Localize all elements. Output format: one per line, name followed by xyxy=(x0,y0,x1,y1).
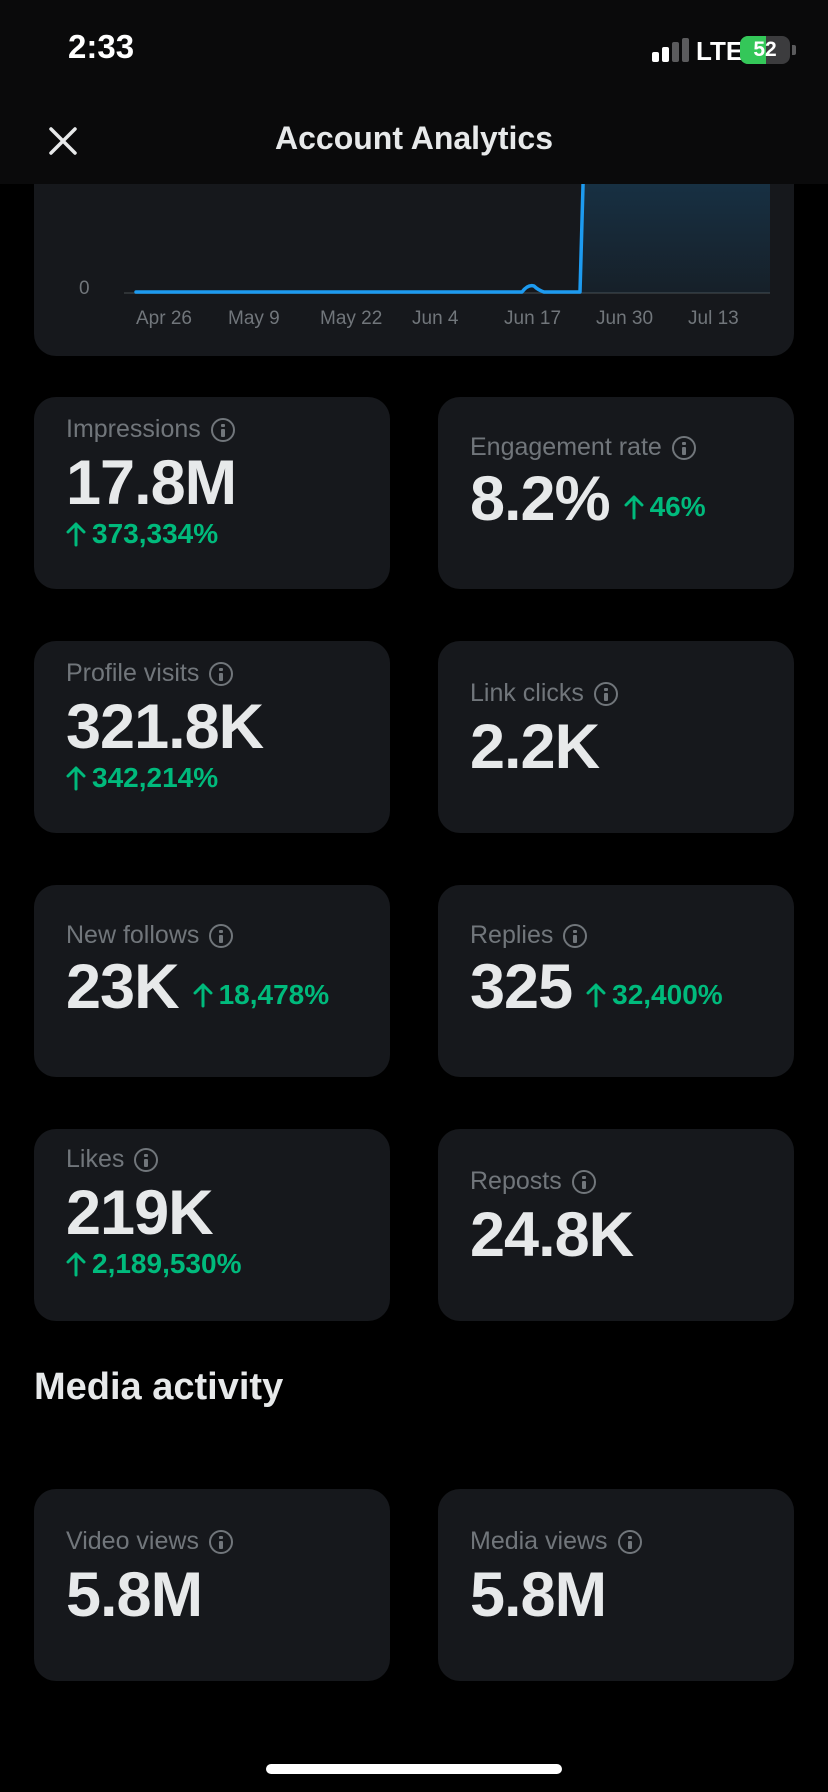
chart-x-tick-label: May 9 xyxy=(228,308,280,329)
metric-card-impressions[interactable]: Impressions 17.8M 373,334% xyxy=(34,397,390,589)
metric-value: 8.2% xyxy=(470,464,611,534)
arrow-up-icon xyxy=(193,983,213,1008)
metric-label-row: Replies xyxy=(470,921,762,950)
status-bar: 2:33 LTE 52 xyxy=(0,0,828,96)
chart-x-tick-label: May 22 xyxy=(320,308,382,329)
metric-card-reposts[interactable]: Reposts 24.8K xyxy=(438,1129,794,1321)
metric-label-row: Likes xyxy=(66,1145,358,1174)
metric-label: Impressions xyxy=(66,415,201,443)
metric-label-row: Link clicks xyxy=(470,679,762,708)
network-type: LTE xyxy=(696,36,744,66)
metric-label: Reposts xyxy=(470,1167,562,1195)
arrow-up-icon xyxy=(624,495,644,520)
metric-label: Likes xyxy=(66,1145,125,1173)
metric-card-profile-visits[interactable]: Profile visits 321.8K 342,214% xyxy=(34,641,390,833)
section-title-media-activity: Media activity xyxy=(34,1366,284,1408)
info-icon[interactable] xyxy=(209,661,234,686)
battery-icon: 52 xyxy=(740,36,790,64)
info-icon[interactable] xyxy=(571,1169,596,1194)
chart-x-tick-label: Jul 13 xyxy=(688,308,739,329)
status-time: 2:33 xyxy=(68,28,135,65)
metric-change: 46% xyxy=(624,491,706,523)
metric-label: Engagement rate xyxy=(470,433,662,461)
metric-value: 321.8K xyxy=(66,692,264,762)
chart-area xyxy=(580,150,770,293)
metric-label: New follows xyxy=(66,921,200,949)
metric-change-value: 46% xyxy=(649,491,706,522)
metric-label-row: Engagement rate xyxy=(470,433,762,462)
metric-change-value: 342,214% xyxy=(92,762,219,794)
metric-value-row: 8.2% 46% xyxy=(470,466,762,532)
metric-value: 5.8M xyxy=(470,1560,607,1630)
info-icon[interactable] xyxy=(210,417,235,442)
metric-change: 373,334% xyxy=(66,518,358,550)
top-app-bar: Account Analytics xyxy=(0,96,828,184)
metric-value: 23K xyxy=(66,952,180,1022)
metric-change: 342,214% xyxy=(66,762,358,794)
chart-x-tick-label: Jun 17 xyxy=(504,308,561,329)
metric-label-row: Video views xyxy=(66,1527,358,1556)
chart-series-line xyxy=(134,150,586,294)
metric-label-row: Profile visits xyxy=(66,659,358,688)
metric-value: 325 xyxy=(470,952,573,1022)
metric-change-value: 2,189,530% xyxy=(92,1248,242,1280)
arrow-up-icon xyxy=(66,522,86,547)
arrow-up-icon xyxy=(586,983,606,1008)
home-indicator[interactable] xyxy=(266,1764,562,1774)
metric-card-replies[interactable]: Replies 325 32,400% xyxy=(438,885,794,1077)
metric-label-row: New follows xyxy=(66,921,358,950)
metric-card-engagement-rate[interactable]: Engagement rate 8.2% 46% xyxy=(438,397,794,589)
close-icon xyxy=(49,127,77,155)
metric-label: Profile visits xyxy=(66,659,200,687)
metric-value: 5.8M xyxy=(66,1560,203,1630)
metric-label: Media views xyxy=(470,1527,608,1555)
info-icon[interactable] xyxy=(134,1147,159,1172)
chart-x-axis: Apr 26 May 9 May 22 Jun 4 Jun 17 Jun 30 Jul 13 xyxy=(136,308,739,329)
info-icon[interactable] xyxy=(593,681,618,706)
battery-level xyxy=(740,36,766,64)
metric-change-value: 32,400% xyxy=(612,979,723,1010)
metric-card-media-views[interactable]: Media views 5.8M xyxy=(438,1489,794,1681)
info-icon[interactable] xyxy=(671,435,696,460)
metric-card-likes[interactable]: Likes 219K 2,189,530% xyxy=(34,1129,390,1321)
metric-label-row: Reposts xyxy=(470,1167,762,1196)
impressions-chart: 0 Apr 26 May 9 May 22 Jun 4 Jun 17 Jun 30 Jul … xyxy=(34,150,794,356)
metric-value-row: 325 32,400% xyxy=(470,954,762,1020)
info-icon[interactable] xyxy=(209,923,234,948)
metric-change: 2,189,530% xyxy=(66,1248,358,1280)
chart-svg: 0 Apr 26 May 9 May 22 Jun 4 Jun 17 Jun 30 Jul … xyxy=(79,150,770,329)
metric-label: Video views xyxy=(66,1527,199,1555)
arrow-up-icon xyxy=(66,1252,86,1277)
chart-x-tick-label: Jun 30 xyxy=(596,308,653,329)
metric-label-row: Media views xyxy=(470,1527,762,1556)
page-title: Account Analytics xyxy=(275,120,553,156)
battery-cap xyxy=(792,45,796,55)
chart-x-tick-label: Jun 4 xyxy=(412,308,459,329)
info-icon[interactable] xyxy=(563,923,588,948)
battery-percent: 52 xyxy=(753,38,777,61)
chart-x-tick-label: Apr 26 xyxy=(136,308,192,329)
arrow-up-icon xyxy=(66,766,86,791)
info-icon[interactable] xyxy=(208,1529,233,1554)
metric-card-new-follows[interactable]: New follows 23K 18,478% xyxy=(34,885,390,1077)
metric-label: Replies xyxy=(470,921,554,949)
metric-label-row: Impressions xyxy=(66,415,358,444)
info-icon[interactable] xyxy=(617,1529,642,1554)
metric-change: 18,478% xyxy=(193,979,330,1011)
metric-value-row: 23K 18,478% xyxy=(66,954,358,1020)
metric-change-value: 373,334% xyxy=(92,518,219,550)
metric-card-video-views[interactable]: Video views 5.8M xyxy=(34,1489,390,1681)
metric-label: Link clicks xyxy=(470,679,584,707)
cellular-signal-icon xyxy=(652,38,690,62)
metric-value: 219K xyxy=(66,1178,214,1248)
metric-change-value: 18,478% xyxy=(218,979,330,1010)
metric-value: 24.8K xyxy=(470,1200,634,1270)
chart-y-tick: 0 xyxy=(79,278,90,299)
metric-value: 17.8M xyxy=(66,448,237,518)
close-button[interactable] xyxy=(40,118,86,164)
metric-card-link-clicks[interactable]: Link clicks 2.2K xyxy=(438,641,794,833)
metric-change: 32,400% xyxy=(586,979,723,1011)
metric-value: 2.2K xyxy=(470,712,600,782)
